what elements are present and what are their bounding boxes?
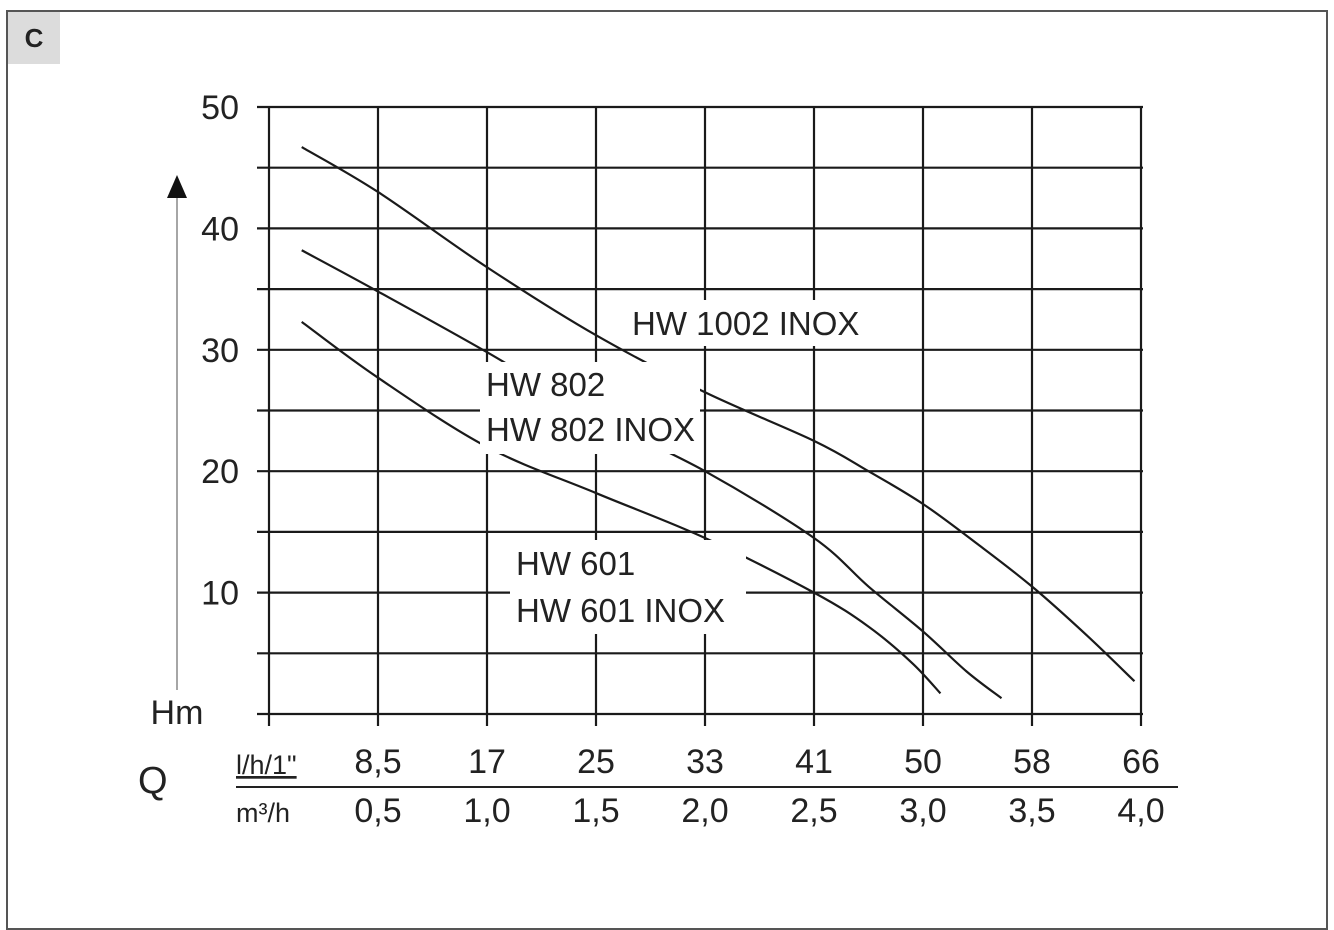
curve-labels: HW 1002 INOX HW 802 HW 802 INOX HW 601 H… [480, 300, 865, 634]
x-tick-label-row1: 17 [468, 743, 506, 781]
x-tick-label-row2: 3,5 [1008, 792, 1055, 830]
curve-label-hw601: HW 601 [516, 545, 635, 582]
curve-hw601 [301, 320, 942, 695]
curve-label-hw1002: HW 1002 INOX [632, 305, 859, 342]
curve-label-hw802-inox: HW 802 INOX [486, 411, 695, 448]
x-tick-label-row2: 4,0 [1117, 792, 1164, 830]
curve-hw1002-inox [301, 146, 1136, 683]
x-tick-label-row2: 1,0 [463, 792, 510, 830]
x-tick-label-row2: 3,0 [899, 792, 946, 830]
y-tick-labels: 10 20 30 40 50 [201, 89, 239, 613]
y-tick-label: 10 [201, 575, 239, 613]
x-tick-label-row2: 1,5 [572, 792, 619, 830]
curve-label-hw802: HW 802 [486, 366, 605, 403]
x-tick-label-row1: 66 [1122, 743, 1160, 781]
x-tick-label-row1: 33 [686, 743, 724, 781]
x-unit-row2: m³/h [236, 798, 290, 828]
y-tick-label: 30 [201, 332, 239, 370]
x-unit-row1: l/h/1" [236, 750, 297, 780]
x-tick-label-row1: 58 [1013, 743, 1051, 781]
y-tick-label: 40 [201, 210, 239, 248]
x-tick-label-row2: 2,5 [790, 792, 837, 830]
y-tick-label: 50 [201, 89, 239, 127]
x-tick-label-row1: 25 [577, 743, 615, 781]
label-bg [510, 540, 746, 634]
x-tick-label-row1: 8,5 [354, 743, 401, 781]
y-tick-label: 20 [201, 453, 239, 491]
x-tick-label-row2: 0,5 [354, 792, 401, 830]
panel-label: C [8, 12, 60, 64]
x-tick-label-row2: 2,0 [681, 792, 728, 830]
x-axis-label: Q [138, 760, 168, 802]
label-bg [627, 300, 865, 346]
x-tick-label-row1: 50 [904, 743, 942, 781]
x-tick-label-row1: 41 [795, 743, 833, 781]
y-axis-label: Hm [151, 694, 204, 732]
curve-label-hw601-inox: HW 601 INOX [516, 592, 725, 629]
curves [301, 146, 1136, 700]
y-axis-arrow-icon [167, 175, 187, 198]
curve-hw802 [301, 249, 1003, 700]
label-bg [480, 362, 700, 454]
x-tick-labels: 8,5 17 25 33 41 50 58 66 0,5 1,0 1,5 2,0 2,5 3,0 3,5 4,… [354, 743, 1164, 830]
